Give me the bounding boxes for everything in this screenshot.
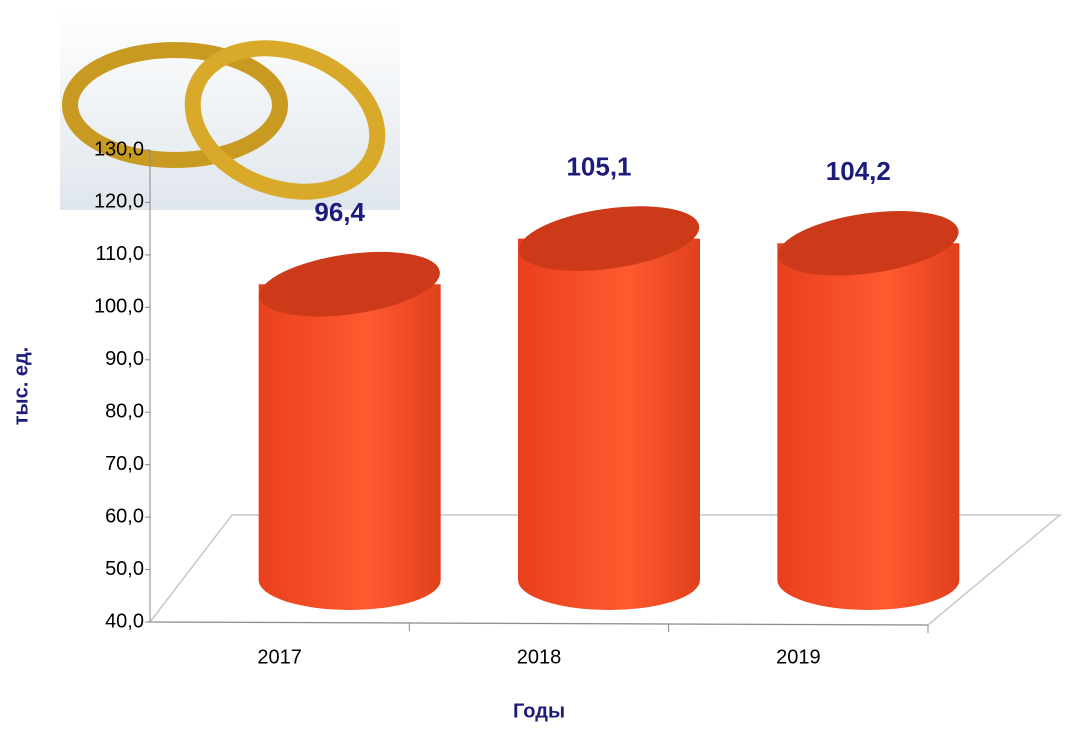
rings-image — [60, 10, 400, 210]
y-tick-label: 120,0 — [94, 191, 144, 213]
x-axis — [149, 621, 929, 626]
value-label: 105,1 — [566, 151, 631, 181]
bar-top — [518, 206, 700, 271]
x-axis-title: Годы — [513, 700, 565, 722]
bar — [258, 284, 441, 610]
y-tick-label: 70,0 — [105, 453, 144, 475]
y-tick-label: 50,0 — [105, 558, 144, 580]
bar-top — [259, 251, 440, 317]
y-tick-label: 80,0 — [105, 401, 144, 423]
y-tick-label: 130,0 — [94, 138, 144, 160]
x-tick-label: 2017 — [257, 646, 302, 668]
bar — [777, 243, 960, 610]
bar — [518, 238, 700, 610]
value-label: 96,4 — [314, 197, 365, 227]
bar-top — [778, 211, 959, 276]
y-tick-label: 110,0 — [95, 243, 144, 265]
y-axis-title: тыс. ед. — [10, 347, 32, 426]
y-tick-label: 90,0 — [105, 348, 144, 370]
y-tick-label: 40,0 — [105, 610, 144, 632]
y-tick-label: 100,0 — [94, 296, 144, 318]
x-tick-label: 2018 — [517, 646, 562, 668]
y-tick-label: 60,0 — [105, 505, 144, 527]
x-tick-label: 2019 — [776, 646, 821, 668]
value-label: 104,2 — [826, 156, 891, 186]
